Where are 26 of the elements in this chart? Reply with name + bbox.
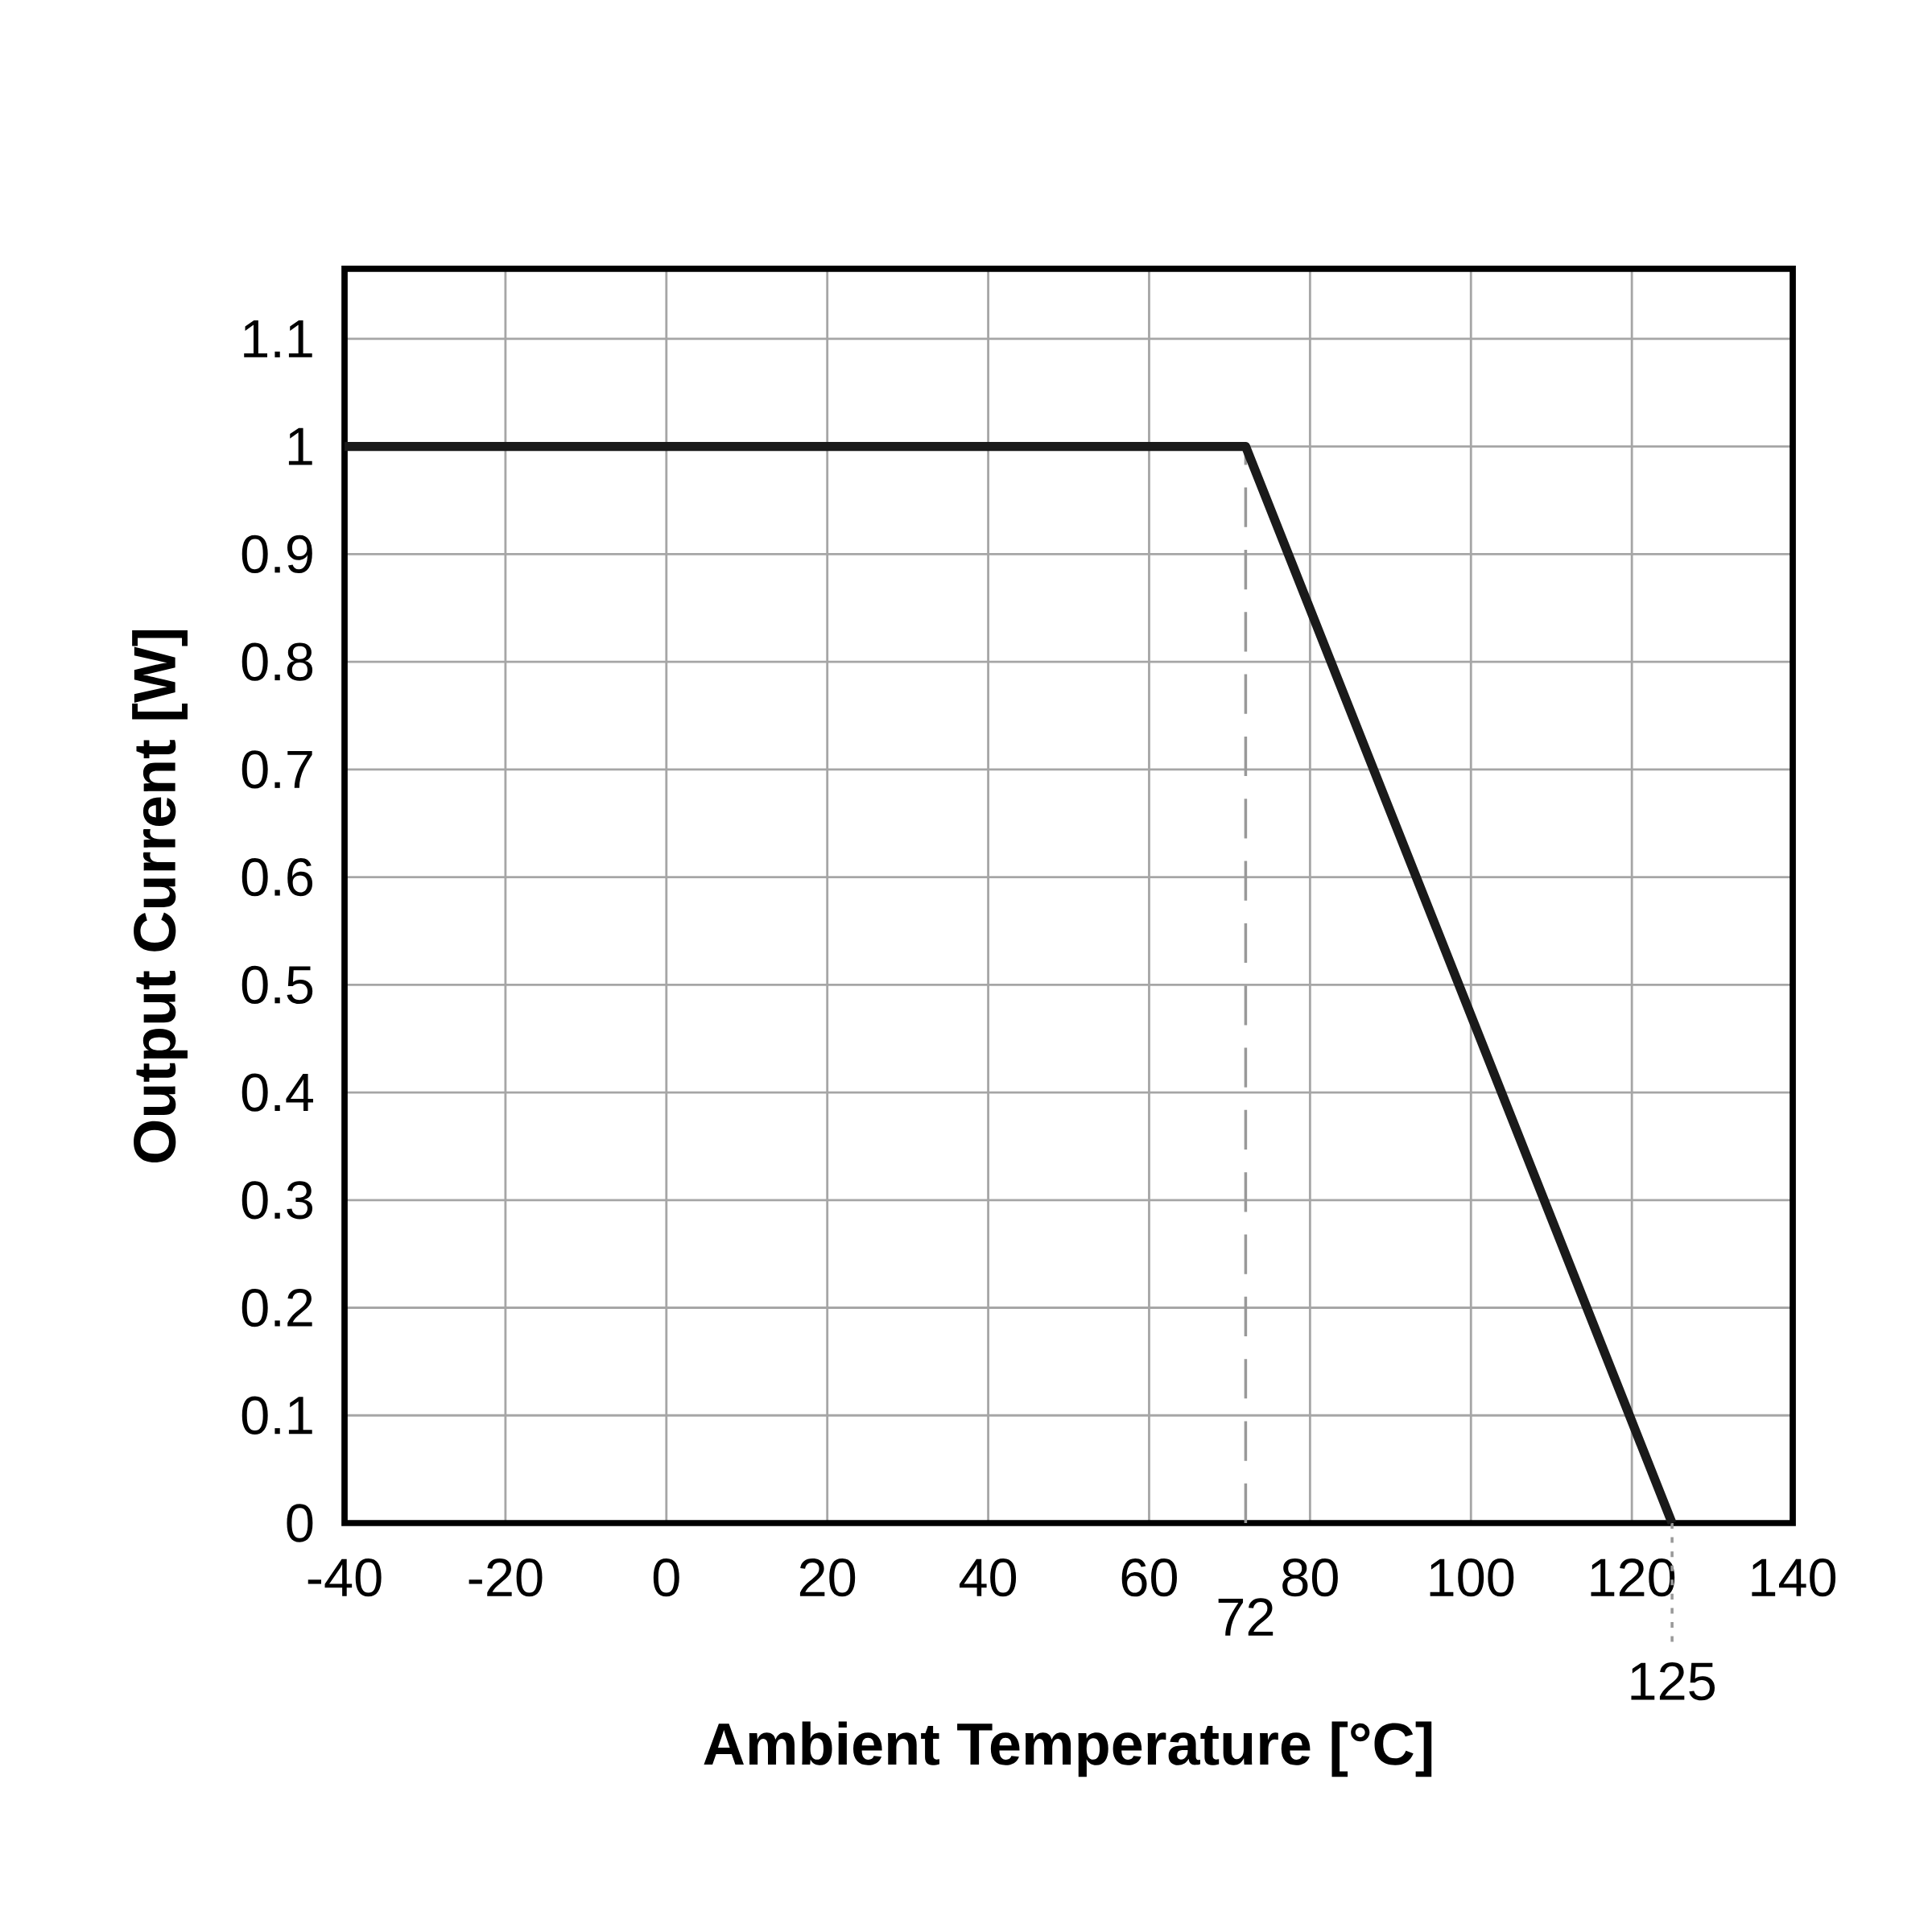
- y-tick-label: 0.1: [242, 1396, 312, 1435]
- y-tick-label: 0.6: [242, 857, 313, 897]
- x-tick-label: 40: [959, 1558, 1017, 1597]
- x-tick-label: 120: [1591, 1558, 1675, 1597]
- y-tick-label: 0.2: [242, 1288, 312, 1327]
- y-tick-label: 1.1: [244, 320, 312, 357]
- y-tick-label: 0.4: [242, 1073, 314, 1112]
- x-tick-label: 140: [1752, 1558, 1836, 1597]
- y-tick-label: 0.9: [242, 535, 312, 574]
- y-tick-label: 0.7: [242, 750, 312, 789]
- y-axis-title: Output Current [W]: [132, 630, 188, 1163]
- x-tick-label: -20: [469, 1558, 543, 1597]
- x-tick-label: 20: [799, 1558, 856, 1597]
- y-tick-label: 0.3: [242, 1181, 313, 1220]
- ref-line-label: 125: [1631, 1662, 1715, 1701]
- ref-line-label: 72: [1218, 1598, 1274, 1636]
- y-tick-label: 1: [288, 427, 312, 465]
- x-tick-label: 0: [653, 1558, 679, 1597]
- x-tick-label: 100: [1430, 1558, 1514, 1597]
- x-tick-label: 60: [1121, 1558, 1177, 1597]
- y-tick-label: 0.5: [242, 965, 313, 1004]
- x-tick-label: -40: [308, 1558, 382, 1597]
- y-tick-label: 0.8: [242, 642, 313, 681]
- y-tick-label: 0: [287, 1504, 313, 1542]
- x-tick-label: 80: [1282, 1558, 1338, 1597]
- x-axis-title: Ambient Temperature [°C]: [704, 1721, 1432, 1777]
